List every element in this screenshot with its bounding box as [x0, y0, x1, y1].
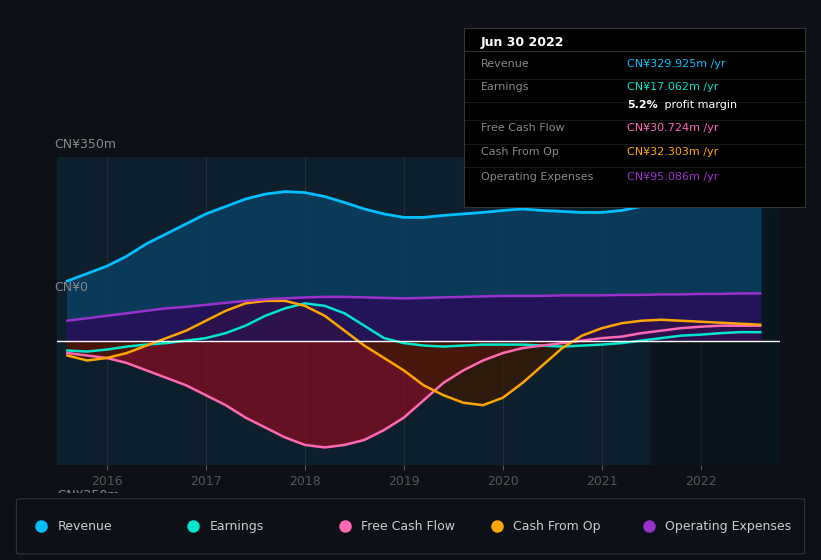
Text: Earnings: Earnings — [209, 520, 264, 533]
Text: Free Cash Flow: Free Cash Flow — [481, 123, 565, 133]
Text: Free Cash Flow: Free Cash Flow — [361, 520, 455, 533]
Bar — [651, 157, 780, 465]
Text: Operating Expenses: Operating Expenses — [481, 172, 594, 182]
Text: Cash From Op: Cash From Op — [481, 147, 559, 157]
Text: Revenue: Revenue — [57, 520, 112, 533]
Text: -CN¥250m: -CN¥250m — [54, 489, 121, 502]
Text: CN¥30.724m /yr: CN¥30.724m /yr — [627, 123, 719, 133]
Text: CN¥329.925m /yr: CN¥329.925m /yr — [627, 59, 726, 69]
Text: CN¥32.303m /yr: CN¥32.303m /yr — [627, 147, 718, 157]
Text: Jun 30 2022: Jun 30 2022 — [481, 36, 564, 49]
Text: CN¥95.086m /yr: CN¥95.086m /yr — [627, 172, 718, 182]
Text: Revenue: Revenue — [481, 59, 530, 69]
Text: profit margin: profit margin — [662, 100, 737, 110]
Text: 5.2%: 5.2% — [627, 100, 658, 110]
Text: CN¥350m: CN¥350m — [54, 138, 116, 151]
Text: CN¥17.062m /yr: CN¥17.062m /yr — [627, 82, 718, 92]
Text: CN¥0: CN¥0 — [54, 281, 88, 294]
Text: Operating Expenses: Operating Expenses — [665, 520, 791, 533]
Text: Cash From Op: Cash From Op — [513, 520, 601, 533]
Text: Earnings: Earnings — [481, 82, 530, 92]
